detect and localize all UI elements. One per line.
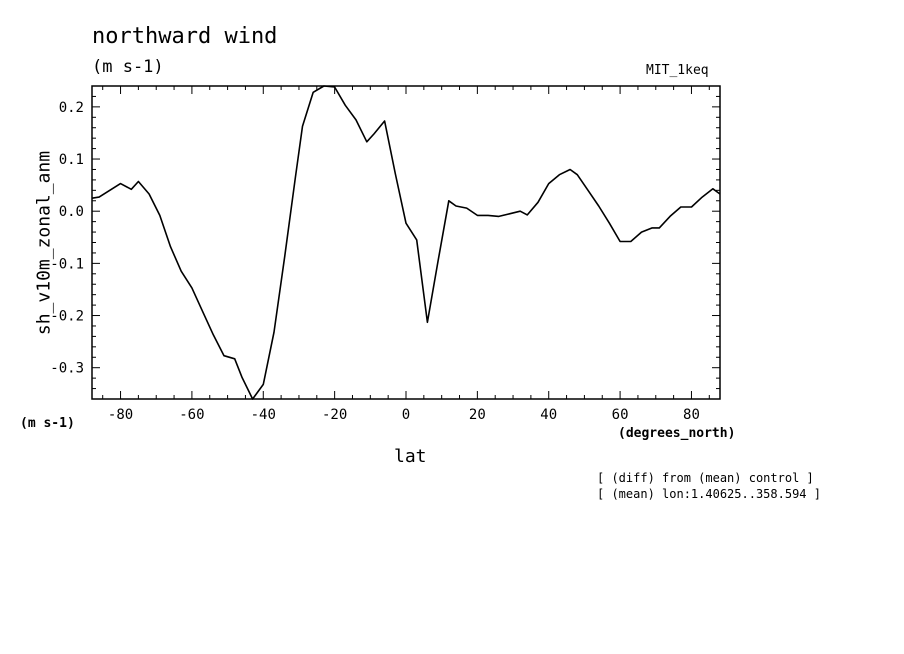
x-axis-label: lat — [394, 446, 427, 467]
chart-title: northward wind — [92, 24, 278, 49]
x-tick-label: -40 — [251, 407, 276, 423]
y-tick-label: -0.2 — [50, 309, 84, 325]
x-axis-units: (degrees_north) — [618, 426, 736, 441]
chart-units: (m s-1) — [92, 57, 164, 77]
mean-note: [ (mean) lon:1.40625..358.594 ] — [597, 487, 821, 501]
x-tick-label: -80 — [108, 407, 133, 423]
y-tick-label: 0.0 — [59, 204, 84, 220]
x-tick-label: -20 — [322, 407, 347, 423]
y-axis-units: (m s-1) — [20, 416, 75, 431]
y-tick-label: -0.3 — [50, 361, 84, 377]
y-tick-label: -0.1 — [50, 256, 84, 272]
x-tick-label: -60 — [179, 407, 204, 423]
y-tick-label: 0.2 — [59, 100, 84, 116]
tick-labels: -80 -60 -40 -20 0 20 40 60 80 -0.3 -0.2 -0.1 0.0 0.1 0… — [50, 100, 700, 423]
x-tick-label: 60 — [612, 407, 629, 423]
plot-frame — [91, 85, 721, 400]
x-tick-label: 40 — [540, 407, 557, 423]
x-tick-label: 20 — [469, 407, 486, 423]
diff-note: [ (diff) from (mean) control ] — [597, 471, 814, 485]
x-tick-label: 0 — [402, 407, 410, 423]
y-tick-label: 0.1 — [59, 152, 84, 168]
model-label: MIT_1keq — [646, 63, 709, 78]
data-line — [91, 85, 721, 400]
x-tick-label: 80 — [683, 407, 700, 423]
axis-ticks — [92, 85, 720, 400]
